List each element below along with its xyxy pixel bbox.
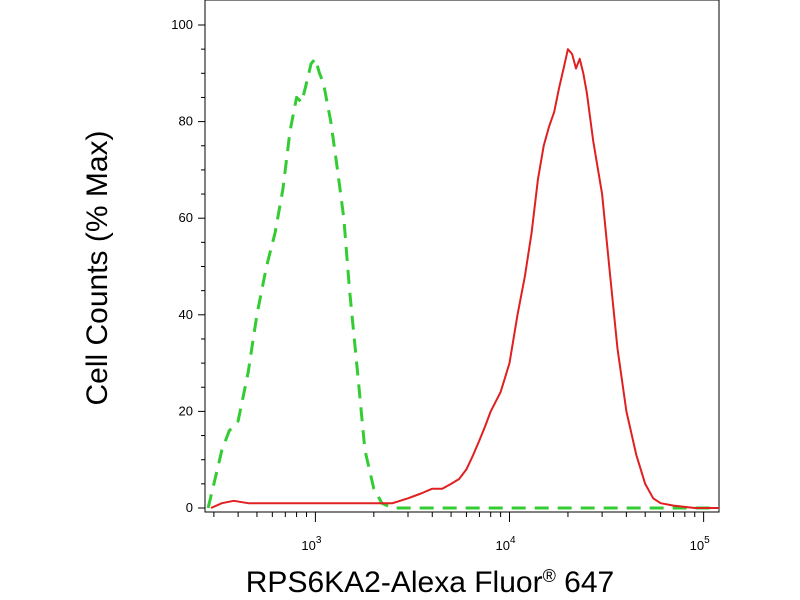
x-tick-exponent: 5: [704, 535, 710, 546]
y-tick-label: 80: [179, 114, 193, 129]
series-1-line: [210, 48, 719, 509]
x-axis-label-main: RPS6KA2-Alexa Fluor: [246, 566, 543, 599]
x-tick-exponent: 4: [510, 535, 516, 546]
x-axis-label: RPS6KA2-Alexa Fluor® 647: [246, 566, 614, 599]
x-tick-label: 104: [495, 535, 515, 553]
y-tick-label: 0: [186, 500, 193, 515]
x-tick-base: 10: [690, 538, 704, 553]
x-axis-ticks: 103 104 105: [213, 512, 710, 553]
x-axis-label-suffix: 647: [556, 566, 614, 599]
y-axis-label: Cell Counts (% Max): [81, 130, 114, 405]
plot-frame: [204, 0, 720, 513]
x-axis-label-mark: ®: [543, 566, 556, 586]
y-tick-label: 100: [171, 17, 193, 32]
y-axis-ticks: 0 20 40 60 80 100: [171, 17, 205, 515]
x-tick-base: 10: [301, 538, 315, 553]
x-tick-label: 103: [301, 535, 321, 553]
series-layer: [206, 48, 719, 510]
series-0-line: [206, 57, 719, 510]
y-tick-label: 60: [179, 210, 193, 225]
x-tick-label: 105: [690, 535, 710, 553]
x-tick-base: 10: [495, 538, 509, 553]
y-tick-label: 40: [179, 307, 193, 322]
x-tick-exponent: 3: [316, 535, 322, 546]
y-tick-label: 20: [179, 403, 193, 418]
